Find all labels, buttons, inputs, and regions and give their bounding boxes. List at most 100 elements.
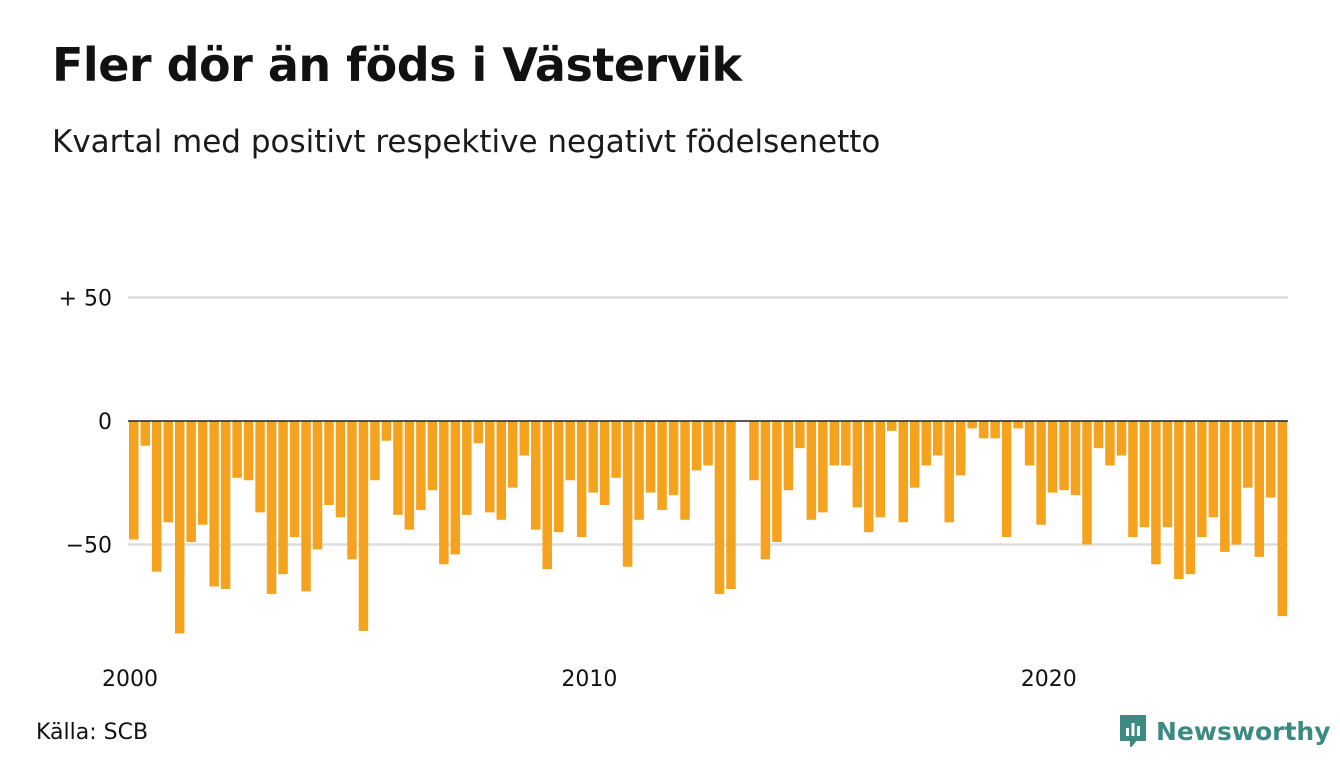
bar-63	[852, 421, 863, 508]
bar-12	[266, 421, 277, 594]
bar-10	[243, 421, 254, 481]
bar-3	[163, 421, 173, 523]
bar-28	[450, 421, 461, 555]
bar-4	[174, 421, 185, 634]
source-label: Källa: SCB	[36, 720, 149, 745]
bar-54	[749, 421, 759, 481]
bar-38	[565, 421, 575, 481]
bar-5	[186, 421, 196, 543]
bar-0	[129, 421, 139, 540]
bar-37	[553, 421, 564, 533]
x-tick-label-0: 2000	[102, 667, 158, 692]
bar-72	[955, 421, 966, 476]
bar-59	[806, 421, 817, 520]
bar-86	[1116, 421, 1127, 456]
bar-13	[278, 421, 288, 575]
bar-14	[289, 421, 300, 538]
bar-80	[1047, 421, 1058, 493]
axis-layer: + 50 0 −50 2000 2010 2020	[59, 287, 1288, 692]
bar-46	[657, 421, 667, 510]
bar-47	[668, 421, 679, 496]
bar-89	[1151, 421, 1161, 565]
bar-45	[645, 421, 656, 493]
bar-92	[1185, 421, 1196, 575]
bar-52	[726, 421, 736, 589]
bar-21	[370, 421, 380, 481]
bar-62	[841, 421, 851, 466]
bar-33	[508, 421, 518, 488]
x-tick-label-2: 2020	[1021, 667, 1077, 692]
bar-31	[485, 421, 495, 513]
bar-48	[680, 421, 690, 520]
bar-77	[1013, 421, 1023, 429]
bar-26	[427, 421, 438, 491]
bar-22	[381, 421, 392, 441]
bar-73	[967, 421, 977, 429]
bar-68	[909, 421, 920, 488]
x-tick-label-1: 2010	[561, 667, 617, 692]
bar-40	[588, 421, 598, 493]
bar-76	[1001, 421, 1012, 538]
bar-85	[1105, 421, 1115, 466]
bar-98	[1254, 421, 1265, 557]
y-tick-label-1: 0	[98, 410, 112, 435]
bar-60	[818, 421, 828, 513]
newsworthy-logo[interactable]: Newsworthy	[1118, 713, 1331, 749]
bar-15	[301, 421, 311, 592]
bar-64	[864, 421, 874, 533]
bar-93	[1197, 421, 1207, 538]
bar-27	[439, 421, 449, 565]
bar-29	[462, 421, 472, 515]
bar-90	[1162, 421, 1173, 528]
chart-subtitle: Kvartal med positivt respektive negativt…	[52, 124, 881, 160]
bar-41	[599, 421, 610, 505]
bar-layer	[129, 421, 1287, 634]
bar-95	[1220, 421, 1230, 552]
y-tick-label-0: + 50	[59, 287, 112, 312]
bar-6	[197, 421, 208, 525]
bar-96	[1231, 421, 1242, 545]
bar-1	[140, 421, 150, 446]
bar-91	[1174, 421, 1184, 580]
bar-66	[887, 421, 897, 431]
bar-8	[220, 421, 231, 589]
bar-78	[1024, 421, 1035, 466]
bar-56	[772, 421, 782, 543]
bar-51	[714, 421, 725, 594]
bar-32	[496, 421, 507, 520]
bar-94	[1208, 421, 1219, 518]
bar-34	[519, 421, 529, 456]
bar-88	[1139, 421, 1150, 528]
y-tick-label-2: −50	[66, 534, 112, 559]
bar-65	[875, 421, 886, 518]
bar-74	[978, 421, 989, 439]
bar-11	[255, 421, 265, 513]
newsworthy-logo-icon	[1120, 715, 1146, 747]
bar-39	[576, 421, 587, 538]
bar-50	[703, 421, 713, 466]
brand-name: Newsworthy	[1156, 716, 1331, 746]
bar-57	[783, 421, 794, 491]
bar-23	[393, 421, 403, 515]
bar-61	[829, 421, 840, 466]
bar-20	[358, 421, 369, 631]
bar-70	[932, 421, 943, 456]
bar-49	[691, 421, 702, 471]
bar-35	[530, 421, 541, 530]
bar-36	[542, 421, 552, 570]
bar-43	[622, 421, 633, 567]
bar-58	[795, 421, 805, 449]
bar-84	[1093, 421, 1104, 449]
bar-25	[416, 421, 426, 510]
bar-79	[1036, 421, 1046, 525]
bar-2	[151, 421, 162, 572]
bar-17	[324, 421, 334, 505]
bar-24	[404, 421, 415, 530]
bar-99	[1266, 421, 1276, 498]
bar-18	[335, 421, 346, 518]
bar-44	[634, 421, 644, 520]
bar-97	[1243, 421, 1253, 488]
bar-81	[1059, 421, 1069, 491]
bar-67	[898, 421, 908, 523]
bar-87	[1128, 421, 1138, 538]
